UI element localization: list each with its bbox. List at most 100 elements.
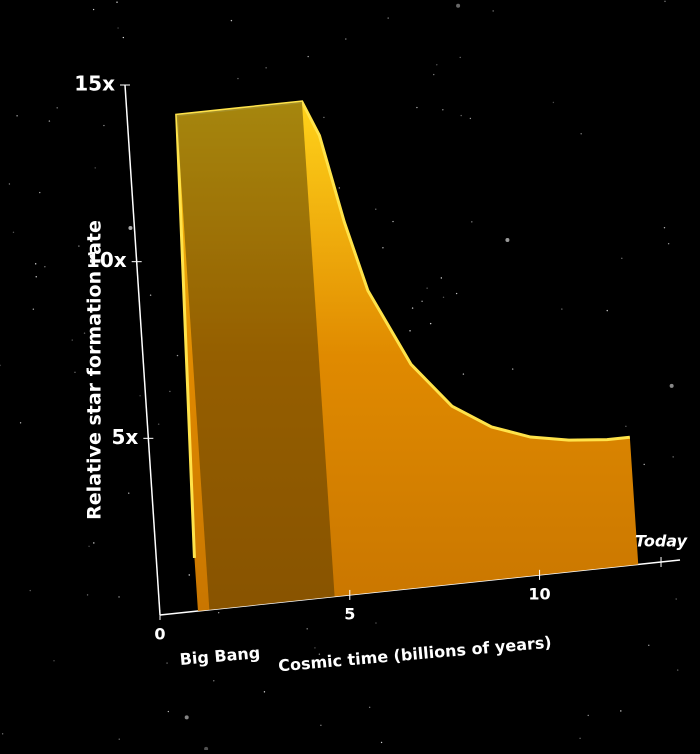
star bbox=[71, 339, 73, 341]
y-tick-label: 10x bbox=[86, 248, 127, 272]
star bbox=[217, 611, 220, 614]
star bbox=[442, 109, 444, 111]
x-tick-label: 5 bbox=[344, 604, 355, 623]
star bbox=[128, 492, 130, 494]
star bbox=[643, 463, 645, 466]
star bbox=[149, 294, 152, 296]
star bbox=[579, 737, 581, 740]
star bbox=[237, 77, 239, 80]
star bbox=[320, 724, 322, 726]
star bbox=[323, 116, 325, 119]
star bbox=[459, 56, 461, 59]
star bbox=[421, 300, 423, 303]
star bbox=[676, 669, 679, 671]
star bbox=[663, 226, 666, 229]
star bbox=[436, 64, 438, 66]
star bbox=[157, 423, 160, 425]
star bbox=[35, 276, 37, 278]
star bbox=[93, 542, 95, 544]
star bbox=[166, 662, 168, 664]
star bbox=[1, 733, 4, 735]
star bbox=[16, 115, 18, 117]
star bbox=[265, 67, 267, 69]
star bbox=[92, 8, 95, 11]
line bbox=[175, 100, 631, 559]
star bbox=[552, 101, 555, 104]
star bbox=[387, 17, 389, 19]
x-tick-label: Today bbox=[635, 532, 688, 551]
star bbox=[456, 3, 461, 8]
star bbox=[56, 107, 58, 109]
star bbox=[103, 124, 105, 127]
star bbox=[625, 425, 627, 428]
star bbox=[263, 691, 266, 693]
star bbox=[440, 277, 443, 279]
star bbox=[19, 422, 22, 424]
star bbox=[669, 383, 674, 388]
star bbox=[380, 741, 383, 744]
star bbox=[0, 364, 1, 367]
star bbox=[88, 545, 90, 548]
star bbox=[94, 167, 96, 169]
star bbox=[382, 247, 384, 249]
star bbox=[86, 594, 89, 596]
star bbox=[429, 322, 432, 325]
star bbox=[409, 330, 411, 332]
star bbox=[48, 120, 51, 122]
star bbox=[184, 715, 189, 720]
star bbox=[471, 221, 473, 223]
star bbox=[460, 114, 462, 117]
star bbox=[664, 0, 666, 3]
star bbox=[74, 371, 76, 374]
star bbox=[461, 651, 463, 653]
star bbox=[44, 266, 46, 268]
star bbox=[433, 73, 435, 76]
star bbox=[230, 19, 233, 22]
star bbox=[8, 183, 11, 185]
star bbox=[128, 226, 133, 231]
star bbox=[561, 308, 563, 310]
star bbox=[32, 308, 35, 310]
star bbox=[620, 710, 622, 712]
star bbox=[469, 117, 472, 120]
star bbox=[492, 10, 494, 12]
y-tick-label: 15x bbox=[74, 72, 115, 96]
star bbox=[667, 243, 670, 245]
star bbox=[580, 133, 582, 135]
star bbox=[345, 38, 347, 40]
star bbox=[314, 647, 316, 649]
star bbox=[648, 644, 650, 646]
star bbox=[83, 332, 86, 334]
star bbox=[139, 395, 141, 397]
star bbox=[307, 55, 309, 58]
star bbox=[462, 373, 465, 375]
star bbox=[78, 245, 80, 247]
star bbox=[606, 309, 608, 312]
star bbox=[511, 368, 514, 370]
star bbox=[116, 1, 118, 3]
star bbox=[167, 710, 170, 713]
star bbox=[12, 231, 15, 234]
star bbox=[416, 106, 418, 109]
y-tick-label: 5x bbox=[112, 425, 139, 449]
star bbox=[118, 738, 120, 740]
y-axis-label: Relative star formation rate bbox=[84, 220, 106, 520]
shade-band bbox=[176, 101, 335, 610]
star bbox=[318, 653, 321, 655]
star bbox=[675, 598, 677, 600]
area bbox=[176, 101, 639, 611]
star bbox=[672, 456, 674, 458]
x-tick-label: 0 bbox=[154, 625, 165, 644]
star bbox=[188, 574, 190, 576]
star bbox=[306, 628, 308, 630]
x-tick-label: 10 bbox=[528, 584, 550, 603]
star bbox=[455, 292, 458, 295]
star bbox=[375, 208, 377, 210]
star bbox=[53, 660, 55, 662]
star bbox=[392, 220, 394, 223]
star bbox=[213, 680, 215, 682]
y-axis bbox=[124, 84, 161, 616]
star bbox=[338, 187, 341, 189]
star bbox=[34, 263, 37, 265]
